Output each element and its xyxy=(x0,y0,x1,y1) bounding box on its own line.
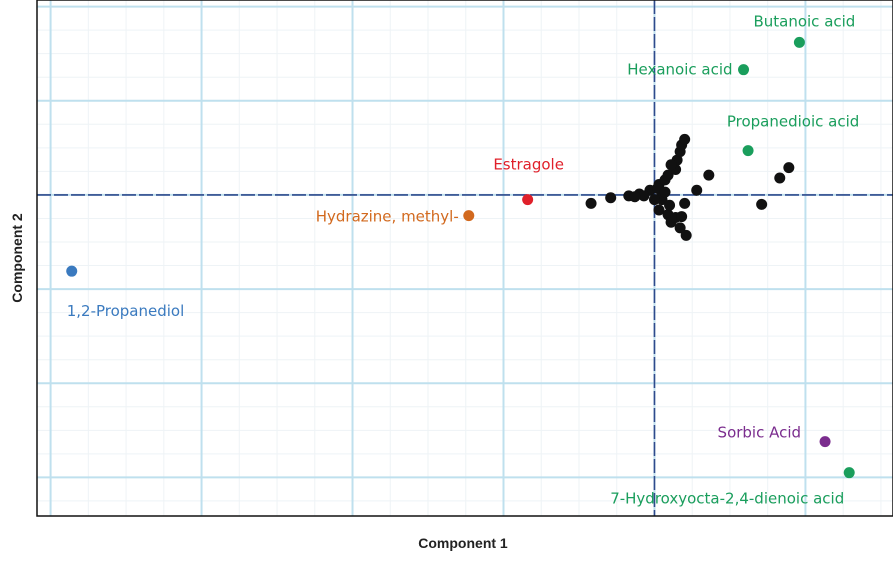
data-point xyxy=(774,172,786,184)
point-label: 7-Hydroxyocta-2,4-dienoic acid xyxy=(610,490,844,508)
labeled-data-point xyxy=(66,265,78,277)
y-axis-title: Component 2 xyxy=(9,213,25,303)
point-label: Propanedioic acid xyxy=(727,113,859,131)
point-label: Hydrazine, methyl- xyxy=(316,208,459,226)
point-label: 1,2-Propanediol xyxy=(67,302,185,320)
labeled-points: Butanoic acid Hexanoic acid Propanedioic a… xyxy=(66,12,859,508)
data-point xyxy=(665,159,677,171)
data-point xyxy=(679,197,691,209)
data-point xyxy=(680,229,692,241)
labeled-data-point xyxy=(843,467,855,479)
labeled-data-point xyxy=(738,64,750,76)
data-point xyxy=(648,194,660,206)
labeled-data-point xyxy=(793,36,805,48)
data-point xyxy=(756,198,768,210)
labeled-data-point xyxy=(742,145,754,157)
data-point xyxy=(638,190,650,202)
plot-frame xyxy=(36,0,893,517)
data-point xyxy=(629,191,641,203)
point-label: Hexanoic acid xyxy=(627,61,732,79)
labeled-data-point xyxy=(463,210,475,222)
data-point xyxy=(664,199,676,211)
data-point xyxy=(653,204,665,216)
point-label: Sorbic Acid xyxy=(718,424,802,442)
data-point xyxy=(674,222,686,234)
reference-lines xyxy=(37,0,893,516)
labeled-data-point xyxy=(819,436,831,448)
data-point xyxy=(585,197,597,209)
data-point xyxy=(703,169,715,181)
labeled-data-point xyxy=(522,194,534,206)
x-axis-title: Component 1 xyxy=(418,535,508,551)
data-point xyxy=(676,211,688,223)
point-label: Butanoic acid xyxy=(753,12,855,30)
data-point xyxy=(662,169,674,181)
unlabeled-points xyxy=(585,133,795,241)
data-point xyxy=(605,192,617,204)
data-point xyxy=(659,186,671,198)
data-point xyxy=(691,184,703,196)
data-point xyxy=(783,162,795,174)
data-point xyxy=(679,133,691,145)
point-label: Estragole xyxy=(493,156,564,174)
